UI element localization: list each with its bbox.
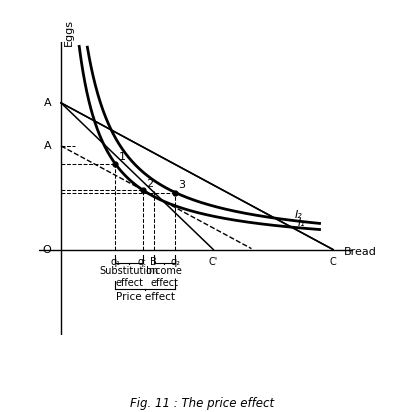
Text: Bread: Bread	[344, 247, 377, 257]
Text: Fig. 11 : The price effect: Fig. 11 : The price effect	[130, 397, 274, 410]
Text: 2: 2	[146, 179, 153, 189]
Text: q₁: q₁	[110, 257, 120, 267]
Text: I₂: I₂	[295, 210, 303, 220]
Text: C: C	[330, 257, 337, 267]
Text: I₁: I₁	[298, 218, 305, 228]
Text: A: A	[44, 98, 51, 108]
Text: O: O	[43, 245, 51, 255]
Text: Eggs: Eggs	[64, 19, 74, 46]
Text: Income
effect: Income effect	[147, 266, 182, 288]
Text: 1: 1	[119, 152, 126, 162]
Text: q₂: q₂	[170, 257, 180, 267]
Text: C': C'	[209, 257, 218, 267]
Text: Substitution
effect: Substitution effect	[99, 266, 159, 288]
Text: A: A	[44, 141, 51, 151]
Text: Price effect: Price effect	[116, 293, 175, 302]
Text: B: B	[150, 257, 157, 267]
Text: q:: q:	[138, 257, 147, 267]
Text: 3: 3	[179, 180, 185, 190]
